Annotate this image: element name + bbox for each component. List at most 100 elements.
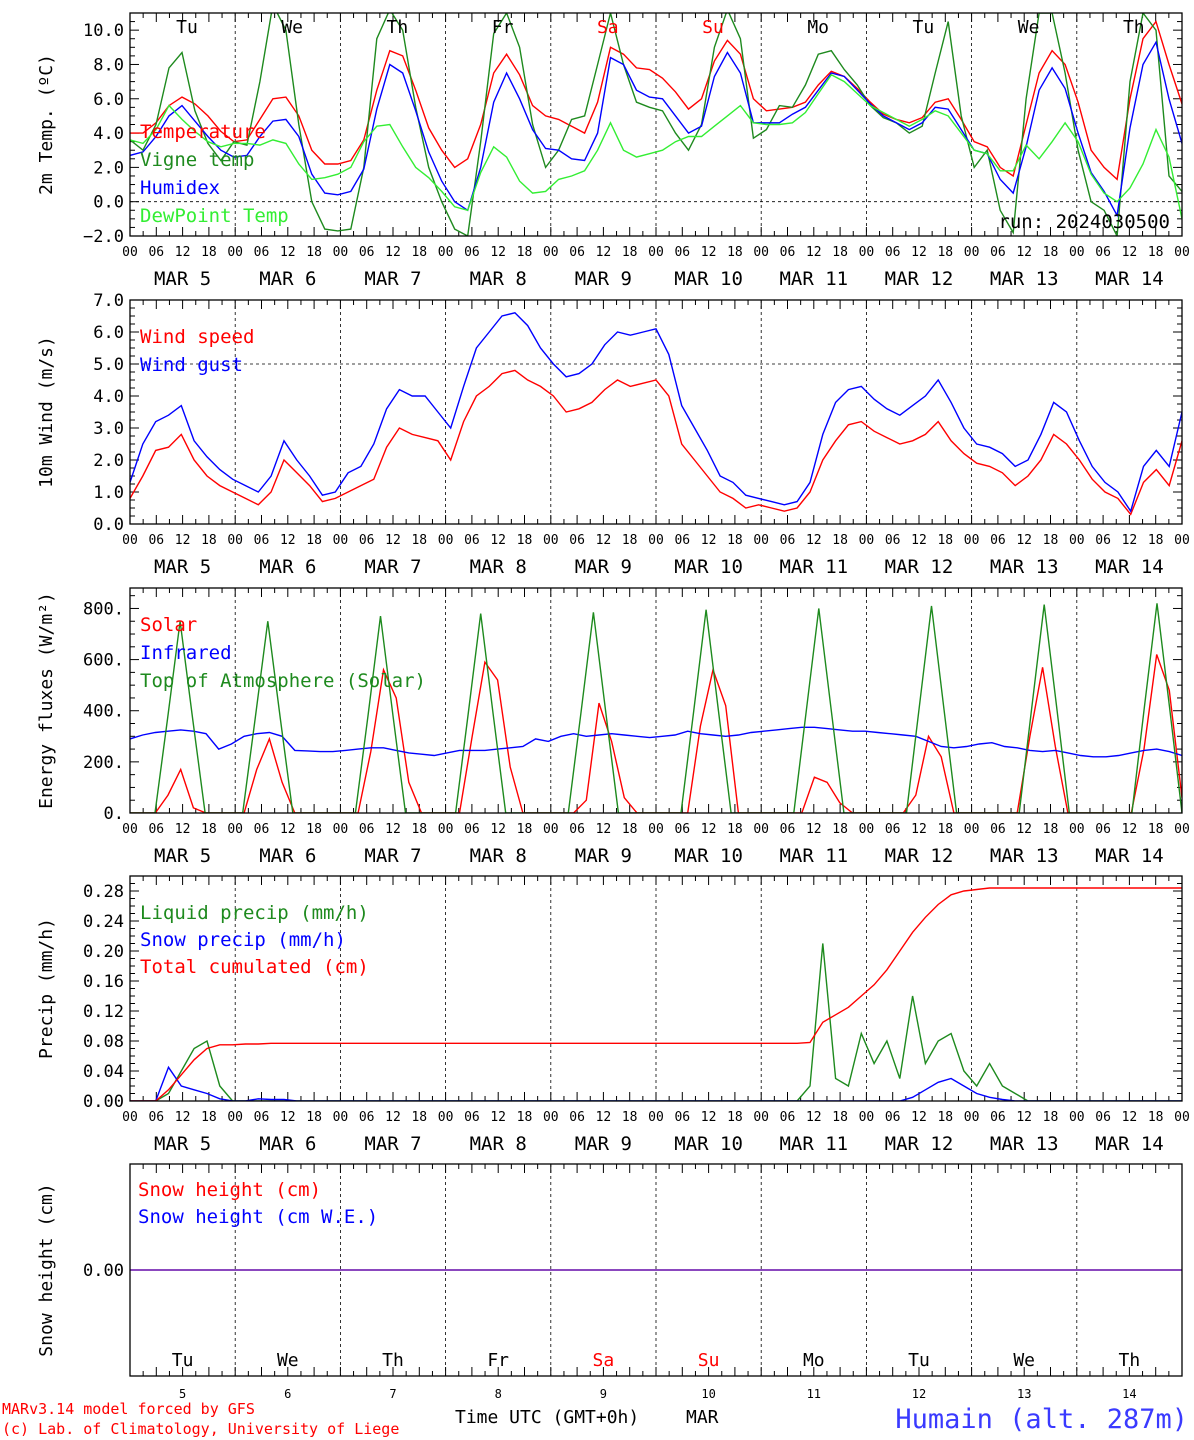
- hour-label: 06: [464, 822, 480, 837]
- hour-label: 06: [148, 822, 164, 837]
- hour-label: 18: [517, 245, 533, 260]
- series-line-wind-speed: [130, 369, 1182, 516]
- hour-label: 00: [648, 1110, 664, 1125]
- y-tick-label: 0.12: [83, 1002, 124, 1022]
- date-number-label: 10: [701, 1387, 715, 1401]
- y-tick-label: 2.0: [93, 451, 124, 471]
- y-tick-label: 8.0: [93, 55, 124, 75]
- y-tick-label: 10.0: [83, 21, 124, 41]
- hour-label: 18: [201, 1110, 217, 1125]
- legend-entry: Temperature: [140, 121, 266, 143]
- hour-label: 18: [937, 245, 953, 260]
- hour-label: 00: [227, 822, 243, 837]
- date-label: MAR 8: [470, 845, 527, 867]
- hour-label: 00: [543, 822, 559, 837]
- legend-entry: Wind gust: [140, 354, 243, 376]
- hour-label: 00: [333, 1110, 349, 1125]
- hour-label: 18: [727, 822, 743, 837]
- date-label: MAR 8: [470, 556, 527, 578]
- hour-label: 06: [359, 822, 375, 837]
- hour-label: 18: [937, 1110, 953, 1125]
- hour-label: 00: [227, 533, 243, 548]
- y-tick-label: 400.: [83, 702, 124, 722]
- series-line-total-cumulated-cm-: [130, 887, 1182, 1101]
- series-line-humidex: [130, 40, 1182, 218]
- date-label: MAR 5: [154, 556, 211, 578]
- hour-label: 00: [1174, 245, 1190, 260]
- hour-label: 06: [148, 1110, 164, 1125]
- hour-label: 12: [806, 533, 822, 548]
- plot-frame: [129, 1163, 1183, 1377]
- hour-label: 12: [596, 245, 612, 260]
- date-label: MAR 10: [674, 268, 743, 290]
- plot-frame: [129, 299, 1183, 525]
- hour-label: 06: [464, 1110, 480, 1125]
- y-tick-label: 6.0: [93, 323, 124, 343]
- series-line-infrared: [130, 726, 1182, 758]
- hour-label: 18: [411, 245, 427, 260]
- hour-label: 06: [780, 245, 796, 260]
- hour-label: 06: [885, 533, 901, 548]
- date-label: MAR 5: [154, 845, 211, 867]
- hour-label: 06: [359, 1110, 375, 1125]
- hour-label: 12: [175, 245, 191, 260]
- y-tick-label: 4.0: [93, 124, 124, 144]
- hour-label: 00: [1174, 1110, 1190, 1125]
- hour-label: 06: [674, 1110, 690, 1125]
- date-label: MAR 11: [779, 268, 848, 290]
- hour-label: 12: [1122, 245, 1138, 260]
- hour-label: 00: [753, 533, 769, 548]
- hour-label: 18: [937, 822, 953, 837]
- hour-label: 12: [280, 822, 296, 837]
- series-line-snow-precip-mm-h-: [130, 1065, 1182, 1101]
- hour-label: 06: [569, 245, 585, 260]
- hour-label: 18: [306, 245, 322, 260]
- hour-label: 06: [359, 533, 375, 548]
- day-of-week-label: Mo: [807, 17, 829, 38]
- hour-label: 00: [859, 533, 875, 548]
- panel-2: 0.0 1.0 2.0 3.0 4.0 5.0 6.0 7.0 10m Wind (m/s) Wi…: [36, 291, 1190, 578]
- hour-label: 12: [701, 822, 717, 837]
- hour-label: 06: [674, 533, 690, 548]
- hour-label: 00: [122, 822, 138, 837]
- y-axis-label: Precip (mm/h): [36, 918, 57, 1059]
- y-tick-label: 1.0: [93, 483, 124, 503]
- hour-label: 00: [543, 245, 559, 260]
- y-tick-label: 0.00: [83, 1092, 124, 1112]
- hour-label: 00: [122, 1110, 138, 1125]
- hour-label: 00: [438, 822, 454, 837]
- y-tick-label: 200.: [83, 753, 124, 773]
- hour-label: 18: [1148, 1110, 1164, 1125]
- date-label: MAR 8: [470, 268, 527, 290]
- series-line-temperature: [130, 20, 1182, 181]
- hour-label: 12: [280, 533, 296, 548]
- date-label: MAR 7: [364, 1133, 421, 1155]
- hour-label: 18: [622, 1110, 638, 1125]
- hour-label: 00: [227, 1110, 243, 1125]
- model-credit: MARv3.14 model forced by GFS: [2, 1400, 255, 1418]
- hour-label: 06: [885, 1110, 901, 1125]
- hour-label: 18: [1148, 245, 1164, 260]
- hour-label: 06: [674, 245, 690, 260]
- y-tick-label: 600.: [83, 651, 124, 671]
- date-label: MAR 7: [364, 268, 421, 290]
- day-of-week-label: Fr: [487, 1350, 509, 1371]
- legend-entry: Snow precip (mm/h): [140, 929, 346, 951]
- series-line-dewpoint-temp: [130, 73, 1182, 219]
- day-of-week-label: We: [281, 17, 303, 38]
- legend-entry: Total cumulated (cm): [140, 956, 369, 978]
- hour-label: 12: [596, 1110, 612, 1125]
- y-tick-label: 0.0: [93, 515, 124, 535]
- day-of-week-label: Tu: [913, 17, 935, 38]
- hour-label: 12: [385, 1110, 401, 1125]
- hour-label: 12: [175, 1110, 191, 1125]
- hour-label: 18: [1043, 245, 1059, 260]
- hour-label: 06: [1095, 533, 1111, 548]
- y-tick-label: 0.20: [83, 942, 124, 962]
- date-number-label: 9: [600, 1387, 607, 1401]
- panel-1: −2.0 0.0 2.0 4.0 6.0 8.0 10.0 2m Temp. (ºC) Temp…: [36, 12, 1190, 290]
- legend-entry: Snow height (cm): [138, 1179, 321, 1201]
- hour-label: 00: [1069, 245, 1085, 260]
- y-tick-label: 2.0: [93, 158, 124, 178]
- date-label: MAR 11: [779, 1133, 848, 1155]
